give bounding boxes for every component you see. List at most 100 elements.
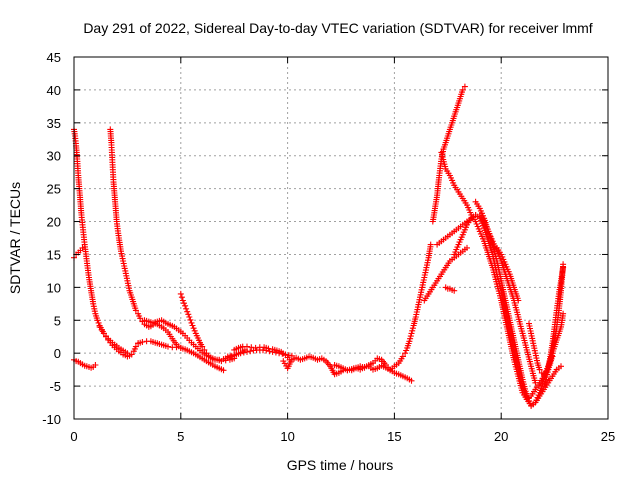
data-point: [179, 297, 186, 304]
data-point: [279, 350, 286, 357]
data-point: [186, 314, 193, 320]
series-arc-19: [493, 244, 522, 304]
y-tick-label: 0: [54, 346, 61, 361]
data-point: [124, 350, 131, 357]
series-arc-2: [107, 126, 184, 351]
data-point: [269, 348, 276, 355]
data-point: [190, 325, 197, 332]
data-point: [187, 316, 194, 323]
data-point: [237, 350, 244, 357]
data-point: [407, 333, 414, 340]
series-arc-22: [421, 244, 470, 304]
data-point: [402, 350, 409, 357]
y-tick-label: 25: [47, 182, 61, 197]
series-arc-21: [540, 264, 567, 390]
series-arc-13: [399, 241, 434, 360]
series-arc-12: [331, 355, 415, 384]
data-point: [399, 353, 406, 360]
data-point: [272, 349, 279, 356]
data-point: [181, 300, 187, 307]
series-arc-6: [141, 317, 238, 365]
data-point: [515, 297, 522, 304]
series-arc-5: [96, 323, 131, 357]
data-point: [137, 315, 144, 322]
y-tick-label: 40: [47, 83, 61, 98]
x-tick-label: 10: [280, 429, 294, 444]
data-point: [92, 362, 99, 368]
x-tick-label: 5: [177, 429, 184, 444]
plot-frame: [73, 56, 609, 420]
series-arc-23: [442, 284, 458, 294]
data-point: [248, 344, 255, 351]
data-point: [276, 350, 283, 357]
data-point: [188, 319, 195, 326]
data-point: [165, 343, 171, 350]
data-point: [532, 379, 539, 386]
data-point: [560, 264, 567, 271]
data-point: [560, 310, 567, 317]
data-point: [408, 330, 415, 337]
x-tick-label: 15: [387, 429, 401, 444]
data-point: [191, 327, 198, 334]
axis-ticks: 0 5 10 15 20 25 -10 -5 0 5 10 15 20 25 30 35 40 45: [42, 50, 615, 444]
data-point: [247, 348, 254, 355]
data-point: [407, 335, 414, 342]
y-axis-label: SDTVAR / TECUs: [7, 182, 23, 294]
data-point: [139, 339, 146, 345]
data-point: [216, 356, 223, 363]
data-point: [224, 353, 231, 360]
data-point: [132, 307, 139, 314]
series-arc-18: [451, 212, 539, 386]
series-arc-4: [71, 356, 99, 371]
data-point: [409, 325, 416, 332]
data-point: [536, 366, 543, 373]
series-arc-10: [224, 346, 295, 360]
data-point: [178, 294, 185, 301]
data-point: [201, 346, 208, 353]
data-point: [228, 352, 234, 359]
data-point: [461, 83, 468, 90]
data-point: [98, 327, 105, 334]
data-points: [71, 83, 567, 409]
series-arc-14: [429, 83, 468, 225]
data-point: [240, 349, 247, 356]
data-point: [285, 352, 292, 359]
data-point: [183, 305, 190, 312]
data-point: [189, 322, 196, 329]
data-point: [96, 323, 103, 330]
x-tick-label: 25: [601, 429, 615, 444]
data-point: [459, 86, 466, 93]
data-point: [185, 311, 192, 318]
data-point: [263, 347, 270, 354]
x-tick-label: 0: [70, 429, 77, 444]
y-tick-label: 5: [54, 313, 61, 328]
data-point: [95, 319, 102, 326]
series-arc-1: [71, 126, 142, 360]
data-point: [173, 344, 180, 351]
data-point: [182, 302, 189, 309]
series-arc-7: [177, 290, 248, 363]
data-point: [184, 308, 191, 315]
data-point: [244, 348, 250, 355]
data-point: [244, 343, 250, 350]
data-point: [427, 241, 434, 248]
data-point: [409, 327, 416, 334]
data-point: [403, 347, 410, 354]
data-point: [94, 317, 101, 324]
y-tick-label: -10: [42, 412, 61, 427]
y-tick-label: 35: [47, 116, 61, 131]
data-point: [199, 343, 206, 350]
data-point: [408, 377, 415, 384]
y-tick-label: -5: [49, 379, 61, 394]
x-axis-label: GPS time / hours: [287, 457, 394, 473]
data-point: [558, 363, 564, 370]
data-point: [79, 244, 86, 251]
data-point: [128, 351, 135, 358]
data-point: [266, 348, 273, 355]
y-tick-label: 10: [47, 280, 61, 295]
data-point: [282, 351, 289, 358]
data-point: [132, 343, 139, 350]
y-tick-label: 15: [47, 247, 61, 262]
series-arc-8: [135, 338, 227, 374]
